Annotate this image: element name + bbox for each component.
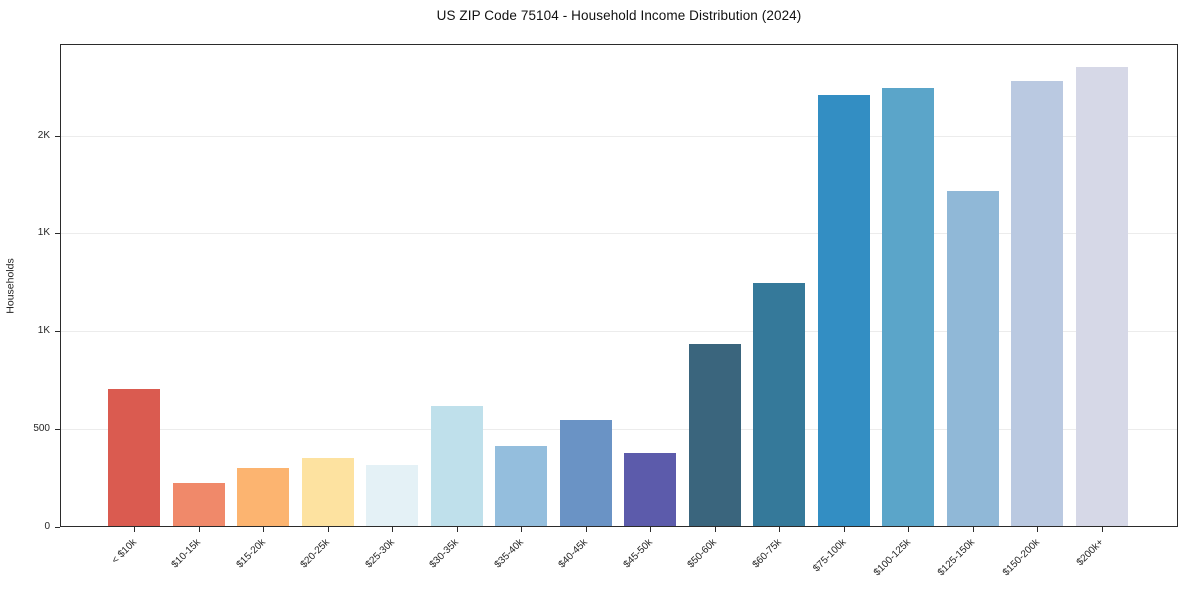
bar-10-15k bbox=[172, 483, 225, 526]
x-tick-label: $40-45k bbox=[556, 537, 591, 571]
x-tick-label: $25-30k bbox=[363, 537, 397, 571]
x-tick-mark bbox=[1101, 527, 1103, 532]
bar-10k bbox=[108, 389, 160, 526]
x-tick-mark bbox=[650, 527, 651, 532]
gridline bbox=[61, 331, 1177, 333]
bar-200k bbox=[1075, 67, 1128, 526]
y-axis-label-wrap: Households bbox=[0, 44, 22, 527]
y-tick-label: 0 bbox=[44, 521, 50, 532]
x-tick-label: $150-200k bbox=[1000, 537, 1042, 579]
bar-35-40k bbox=[495, 445, 547, 526]
x-tick-label: $60-75k bbox=[750, 537, 784, 571]
bar-20-25k bbox=[301, 457, 354, 526]
x-tick-label: $100-125k bbox=[871, 537, 913, 579]
y-axis-label: Households bbox=[5, 257, 18, 314]
x-tick-mark bbox=[843, 527, 845, 532]
bar-40-45k bbox=[559, 419, 612, 526]
bar-15-20k bbox=[237, 468, 289, 526]
y-tick-mark bbox=[55, 135, 60, 137]
bar-50-60k bbox=[688, 343, 741, 526]
gridline bbox=[61, 135, 1177, 137]
gridline bbox=[61, 429, 1177, 431]
x-tick-mark bbox=[134, 527, 135, 532]
x-tick-label: $75-100k bbox=[811, 537, 849, 575]
y-tick-mark bbox=[55, 331, 60, 333]
x-tick-mark bbox=[779, 527, 780, 532]
gridline bbox=[61, 233, 1177, 235]
x-tick-label: $35-40k bbox=[492, 537, 526, 571]
x-tick-mark bbox=[263, 527, 264, 532]
x-tick-label: $45-50k bbox=[621, 537, 655, 571]
bar-60-75k bbox=[753, 283, 805, 526]
bar-150-200k bbox=[1011, 81, 1063, 526]
y-tick-label: 1K bbox=[37, 227, 50, 239]
y-tick-label: 500 bbox=[33, 423, 50, 435]
y-tick-mark bbox=[55, 233, 60, 235]
x-axis-labels: < $10k $10-15k $15-20k $20-25k $25-30k $30-35… bbox=[60, 527, 1178, 590]
x-tick-label: $125-150k bbox=[936, 537, 978, 579]
x-tick-label: $30-35k bbox=[427, 537, 462, 571]
chart-title: US ZIP Code 75104 - Household Income Dis… bbox=[436, 8, 802, 23]
plot-area bbox=[60, 44, 1178, 527]
y-tick-mark bbox=[55, 527, 60, 528]
bar-30-35k bbox=[430, 406, 483, 526]
x-tick-mark bbox=[392, 527, 393, 532]
x-tick-mark bbox=[972, 527, 974, 532]
y-tick-mark bbox=[55, 429, 60, 431]
x-tick-mark bbox=[1037, 527, 1038, 532]
x-tick-mark bbox=[585, 527, 587, 532]
x-tick-label: $200k+ bbox=[1075, 537, 1107, 569]
bar-100-125k bbox=[882, 88, 934, 526]
x-tick-label: $50-60k bbox=[685, 537, 720, 571]
x-tick-mark bbox=[327, 527, 329, 532]
x-tick-label: $15-20k bbox=[234, 537, 268, 571]
x-tick-mark bbox=[908, 527, 909, 532]
x-tick-mark bbox=[521, 527, 522, 532]
x-tick-mark bbox=[198, 527, 200, 532]
y-tick-label: 1K bbox=[37, 325, 50, 337]
bar-75-100k bbox=[817, 95, 870, 526]
x-tick-label: $10-15k bbox=[169, 537, 204, 571]
bar-45-50k bbox=[624, 453, 676, 526]
y-tick-label: 2K bbox=[37, 129, 50, 141]
bar-125-150k bbox=[946, 191, 999, 526]
bar-25-30k bbox=[366, 464, 418, 526]
x-tick-label: $20-25k bbox=[298, 537, 333, 571]
x-tick-mark bbox=[456, 527, 458, 532]
x-tick-label: < $10k bbox=[109, 537, 139, 567]
x-tick-mark bbox=[714, 527, 716, 532]
